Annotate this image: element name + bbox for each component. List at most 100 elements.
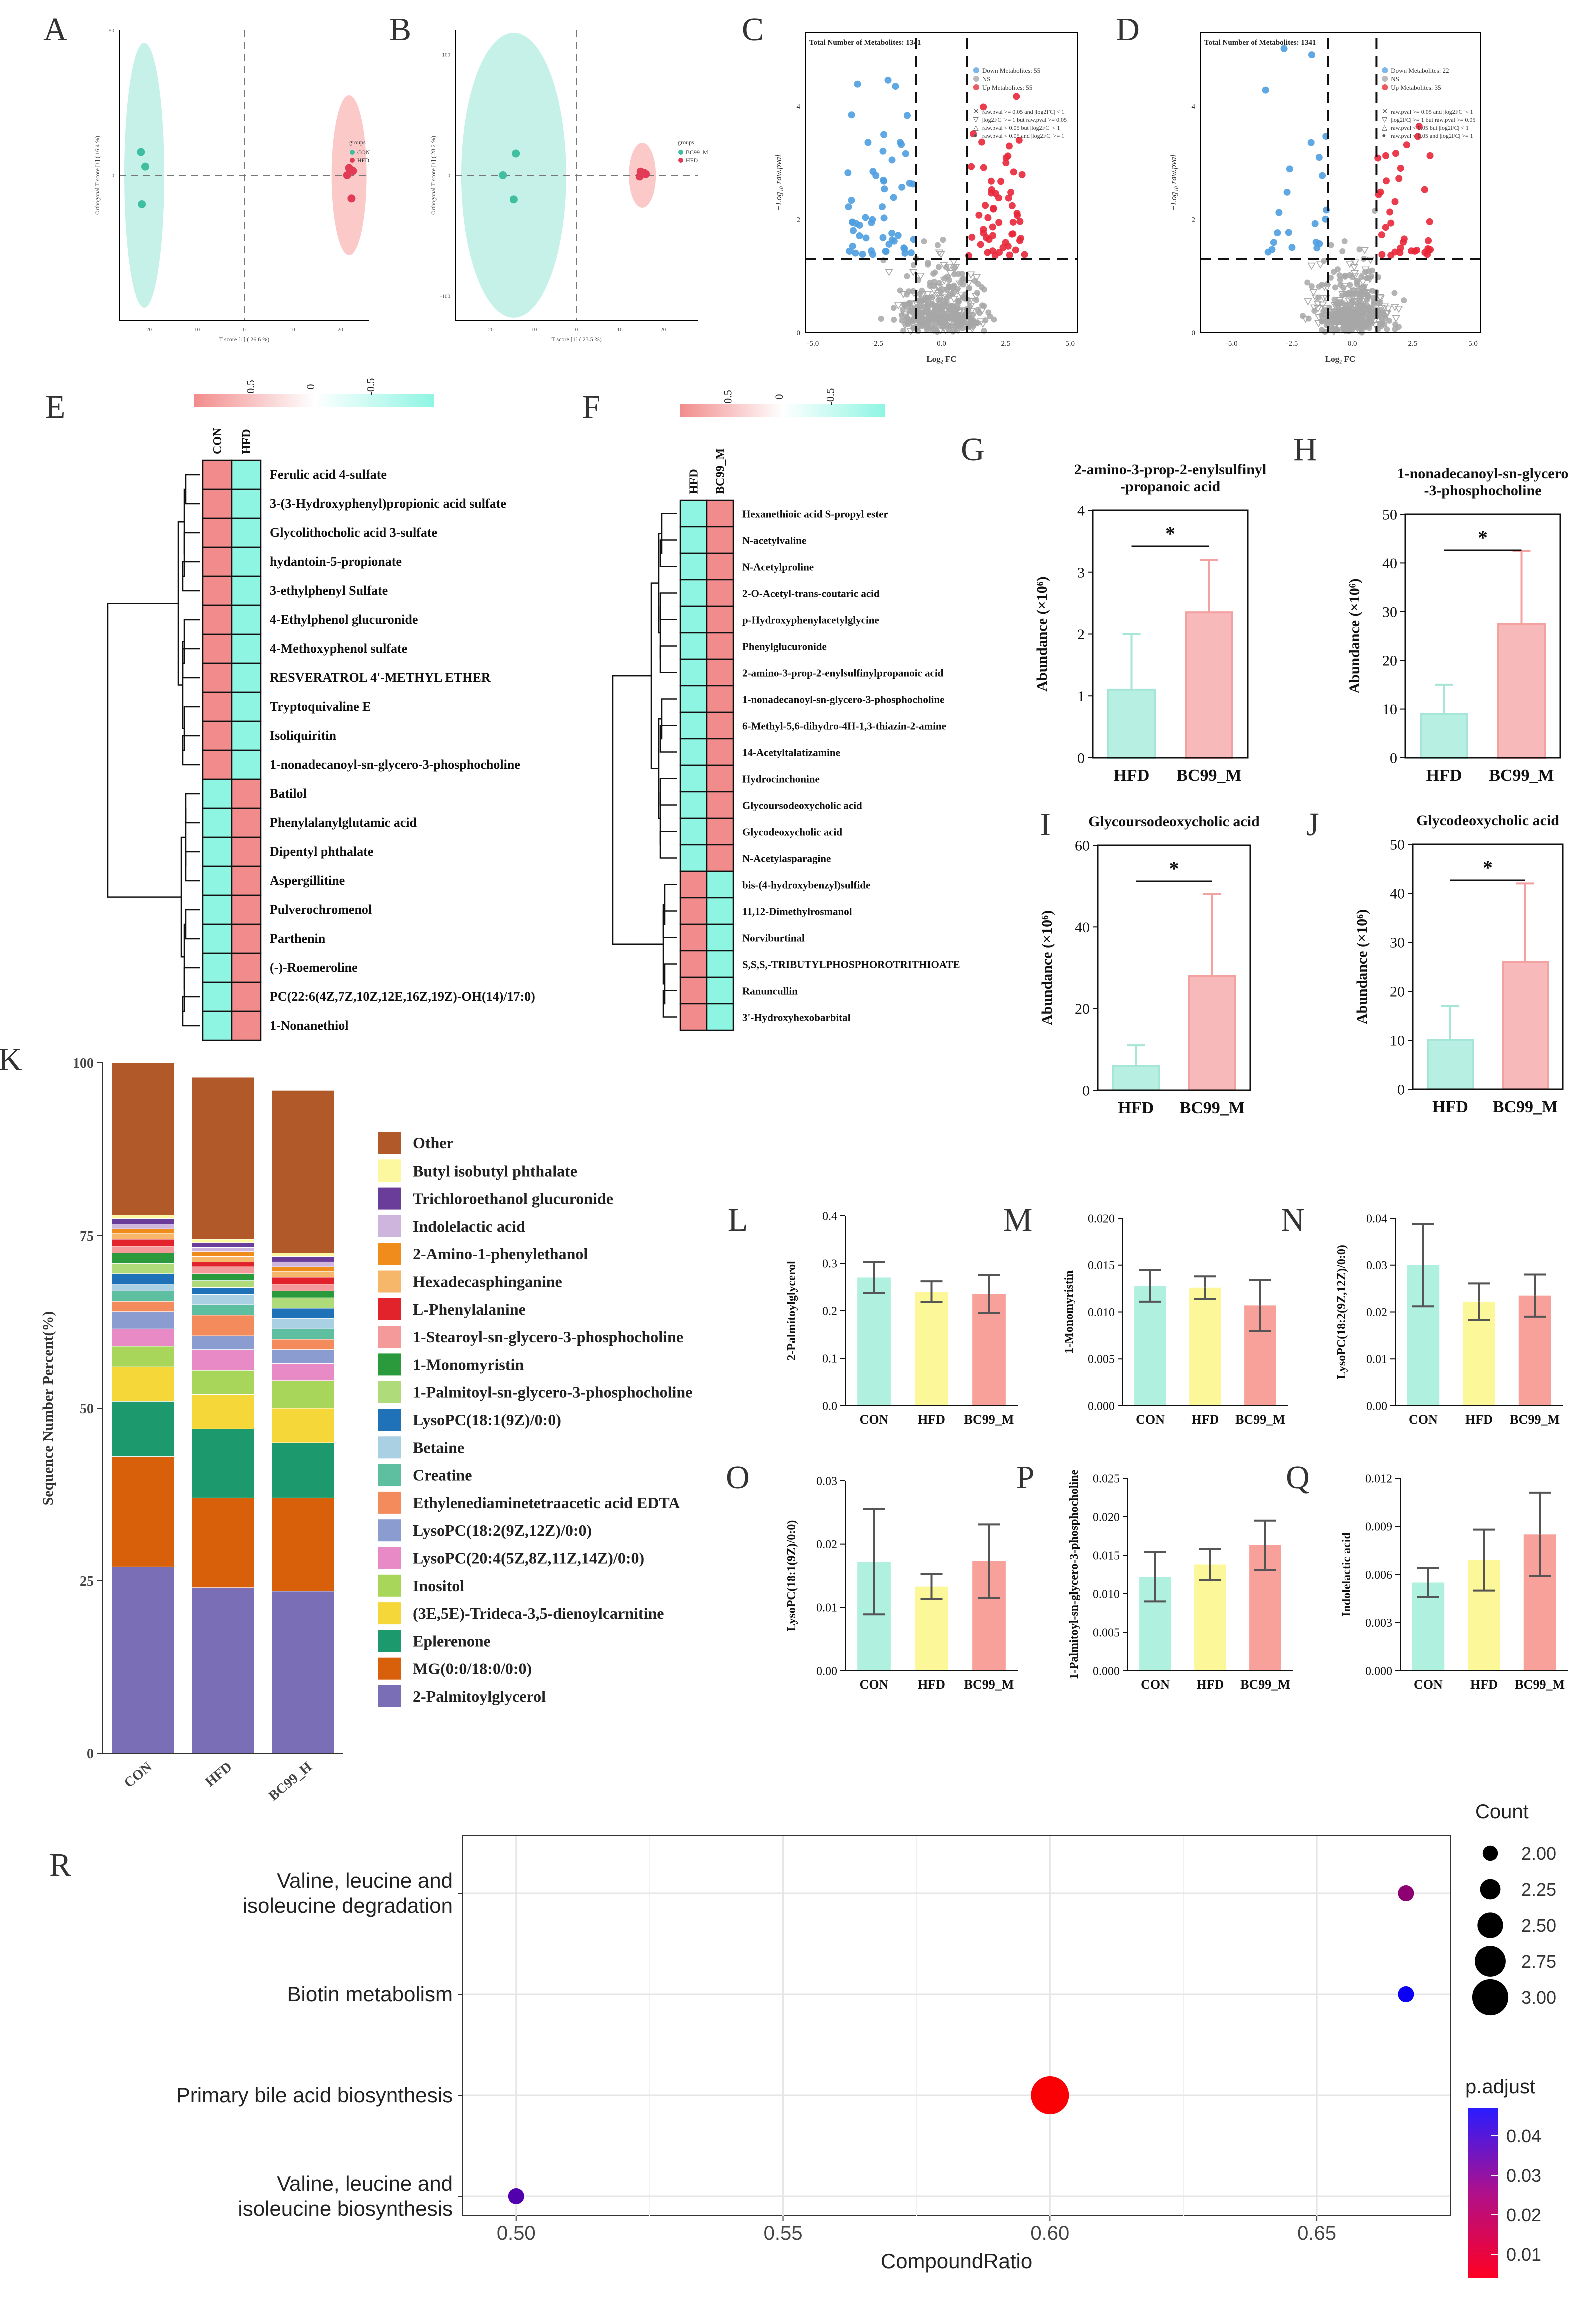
ns-point bbox=[960, 281, 967, 288]
heatmap-cell bbox=[706, 738, 734, 766]
heatmap-cell bbox=[679, 817, 708, 846]
stacked-segment bbox=[191, 1280, 254, 1288]
heatmap-cell bbox=[202, 1010, 233, 1041]
stacked-segment bbox=[111, 1224, 174, 1229]
heatmap-cell bbox=[679, 897, 708, 925]
ns-point bbox=[945, 312, 951, 318]
heatmap-cell bbox=[706, 605, 734, 634]
ns-point bbox=[908, 304, 915, 311]
ns-point bbox=[918, 321, 924, 328]
chart-title: Glycoursodeoxycholic acid bbox=[1088, 813, 1260, 830]
legend-label: Other bbox=[413, 1134, 454, 1152]
y-tick-label: 100 bbox=[73, 1056, 94, 1071]
ns-point bbox=[949, 315, 958, 323]
plot-frame bbox=[1412, 843, 1564, 1090]
ns-point bbox=[955, 297, 962, 304]
ns-point bbox=[940, 277, 949, 285]
down-point bbox=[1285, 229, 1292, 236]
ns-point bbox=[1328, 242, 1334, 248]
legend-swatch bbox=[378, 1381, 401, 1403]
legend-label: LysoPC(18:1(9Z)/0:0) bbox=[413, 1411, 561, 1429]
pathway-dot bbox=[1031, 2076, 1069, 2114]
x-axis-label: Log₂ FC bbox=[926, 354, 956, 364]
heatmap-cell bbox=[679, 764, 708, 793]
stacked-segment bbox=[191, 1242, 254, 1248]
stacked-segment bbox=[271, 1339, 334, 1350]
panel-q: CON HFD BC99_M 0.000 0.003 0.006 0.009 0.012 Ind… bbox=[1340, 1472, 1568, 1692]
row-label: Phenylalanylglutamic acid bbox=[270, 815, 417, 830]
scale-tick-label: 0.5 bbox=[722, 390, 734, 404]
category-label: HFD bbox=[918, 1677, 945, 1692]
stacked-segment bbox=[271, 1591, 334, 1754]
heatmap-cell bbox=[231, 894, 262, 925]
ns-point bbox=[921, 238, 927, 245]
x-tick-label: 2.5 bbox=[1408, 340, 1417, 348]
size-legend-label: 2.50 bbox=[1521, 1915, 1556, 1936]
y-axis-label: 1-Palmitoyl-sn-glycero-3-phosphocholine bbox=[1068, 1469, 1081, 1679]
up-point bbox=[1421, 186, 1428, 193]
ns-point bbox=[941, 327, 950, 335]
ns-point bbox=[1356, 325, 1362, 332]
heatmap-cell bbox=[679, 711, 708, 740]
down-point bbox=[1262, 86, 1269, 94]
bar bbox=[1194, 1564, 1226, 1671]
shape-legend-label: |log2FC| >= 1 but raw.pval >= 0.05 bbox=[1391, 116, 1475, 123]
ns-point bbox=[940, 320, 949, 328]
ns-point bbox=[1370, 295, 1377, 301]
ns-point bbox=[923, 291, 932, 298]
panel-label-n: N bbox=[1281, 1202, 1305, 1238]
ns-point bbox=[1341, 238, 1348, 245]
category-label: CON bbox=[860, 1677, 889, 1692]
ns-point bbox=[1314, 305, 1322, 313]
y-tick-label: 0.2 bbox=[822, 1305, 837, 1318]
scale-tick-label: 0 bbox=[304, 384, 317, 390]
x-tick-label: -2.5 bbox=[1286, 340, 1298, 348]
stacked-segment bbox=[191, 1294, 254, 1305]
up-point bbox=[1374, 154, 1382, 162]
heatmap-cell bbox=[679, 499, 708, 528]
heatmap-cell bbox=[231, 662, 262, 693]
stacked-segment bbox=[191, 1287, 254, 1295]
ns-point bbox=[978, 321, 987, 328]
size-legend-label: 3.00 bbox=[1521, 1987, 1556, 2008]
plot-frame bbox=[1200, 32, 1481, 333]
up-point bbox=[1021, 251, 1028, 258]
heatmap-cell bbox=[202, 604, 233, 635]
heatmap-cell bbox=[202, 720, 233, 751]
ns-point bbox=[891, 317, 897, 323]
ns-point bbox=[1334, 327, 1341, 333]
row-label: Glycodeoxycholic acid bbox=[742, 826, 842, 838]
up-point bbox=[1403, 141, 1410, 149]
panel-label-q: Q bbox=[1286, 1459, 1310, 1496]
category-label: CON bbox=[860, 1412, 889, 1427]
bar bbox=[915, 1292, 948, 1406]
ns-point bbox=[1371, 322, 1380, 329]
stacked-segment bbox=[191, 1261, 254, 1267]
shape-legend-label: raw.pval < 0.05 but |log2FC| < 1 bbox=[982, 124, 1060, 131]
heatmap-cell bbox=[679, 791, 708, 819]
legend-swatch bbox=[378, 1243, 401, 1265]
row-label: Hydrocinchonine bbox=[742, 773, 820, 785]
ns-point bbox=[1350, 270, 1359, 278]
heatmap-cell bbox=[679, 923, 708, 952]
heatmap-cell bbox=[706, 1003, 734, 1031]
stacked-segment bbox=[191, 1304, 254, 1316]
ns-point bbox=[1375, 312, 1384, 319]
category-label: CON bbox=[1414, 1677, 1443, 1692]
heatmap-cell bbox=[231, 546, 262, 577]
legend-label: 2-Amino-1-phenylethanol bbox=[413, 1245, 588, 1263]
row-label: 11,12-Dimethylrosmanol bbox=[742, 906, 852, 918]
chart-title: -propanoic acid bbox=[1120, 478, 1221, 495]
x-tick-label: 20 bbox=[338, 327, 344, 333]
heatmap-cell bbox=[202, 836, 233, 867]
stacked-segment bbox=[111, 1366, 174, 1402]
x-tick-label: 0.0 bbox=[1348, 340, 1357, 348]
ns-point bbox=[1367, 304, 1373, 311]
y-axis-label: LysoPC(18:1(9Z)/0:0) bbox=[785, 1520, 798, 1632]
y-tick-label: 0 bbox=[87, 1746, 94, 1762]
up-point bbox=[1424, 251, 1431, 258]
down-point bbox=[1307, 139, 1315, 146]
up-point bbox=[1009, 218, 1017, 226]
legend-swatch bbox=[378, 1353, 401, 1376]
down-point bbox=[854, 80, 861, 88]
